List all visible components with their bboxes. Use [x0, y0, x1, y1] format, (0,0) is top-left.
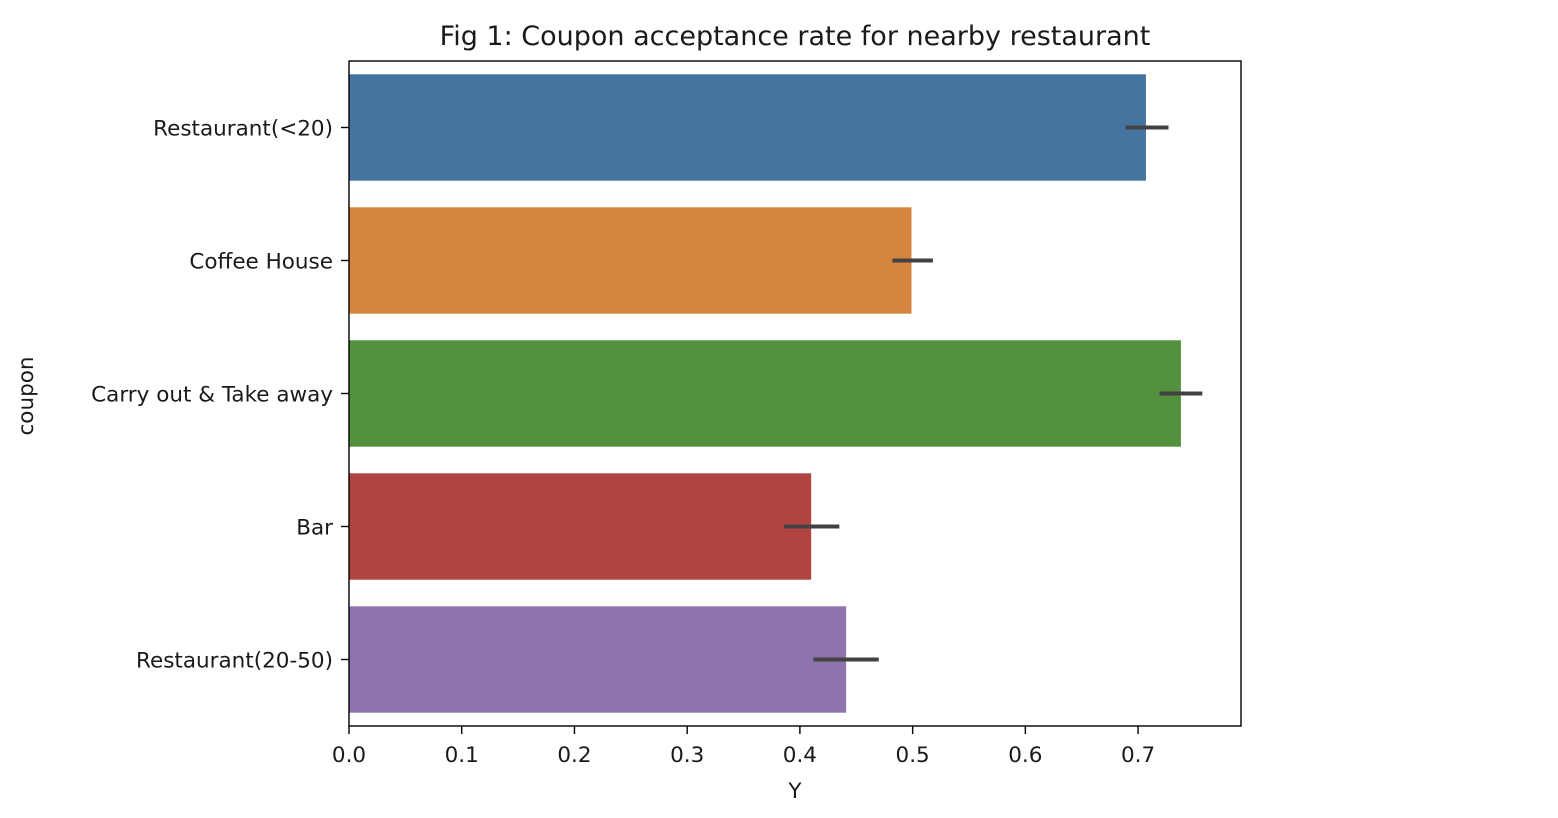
y-tick-label: Restaurant(<20): [153, 117, 333, 142]
x-tick-label: 0.1: [445, 743, 479, 768]
error-bars-layer: [784, 125, 1203, 662]
x-tick-label: 0.3: [670, 743, 704, 768]
x-tick-label: 0.6: [1008, 743, 1042, 768]
x-axis-label: Y: [787, 779, 802, 804]
x-tick-label: 0.7: [1121, 743, 1155, 768]
bar-restaurant-20-50: [349, 606, 847, 713]
x-tick-label: 0.2: [557, 743, 591, 768]
chart-title: Fig 1: Coupon acceptance rate for nearby…: [440, 21, 1151, 52]
x-tick-label: 0.0: [332, 743, 366, 768]
y-tick-label: Carry out & Take away: [91, 383, 333, 408]
y-tick-label: Bar: [296, 516, 333, 541]
bar-restaurant-20: [349, 74, 1146, 181]
y-tick-label: Restaurant(20-50): [136, 649, 333, 674]
bar-carry-out-take-away: [349, 340, 1181, 447]
bar-bar: [349, 473, 812, 580]
bar-coffee-house: [349, 207, 912, 314]
y-axis-label: coupon: [14, 356, 39, 435]
y-tick-label: Coffee House: [189, 250, 333, 275]
bars-layer: [349, 74, 1181, 713]
y-axis: Restaurant(<20) Coffee House Carry out & T…: [91, 117, 349, 674]
x-tick-label: 0.5: [896, 743, 930, 768]
x-axis: 0.0 0.1 0.2 0.3 0.4 0.5 0.6 0.7: [332, 726, 1155, 768]
x-tick-label: 0.4: [783, 743, 817, 768]
